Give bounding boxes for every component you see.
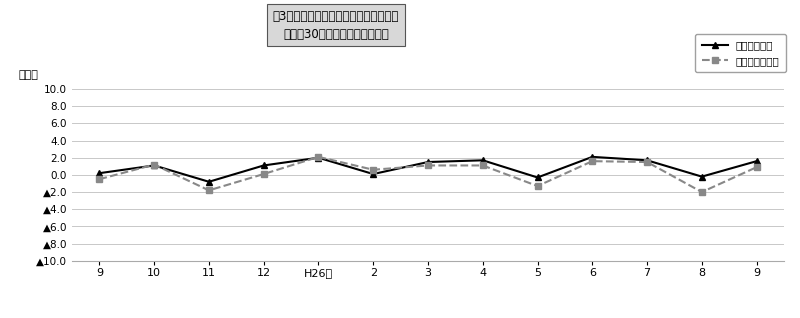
Text: 嘦3　労働時間の推移（対前年同月比）
－規樨30人以上－　調査産業計: 嘦3 労働時間の推移（対前年同月比） －規樨30人以上－ 調査産業計 (273, 10, 399, 40)
Legend: 総実労働時間, 所定内労働時間: 総実労働時間, 所定内労働時間 (695, 34, 786, 72)
Text: （％）: （％） (18, 71, 38, 80)
